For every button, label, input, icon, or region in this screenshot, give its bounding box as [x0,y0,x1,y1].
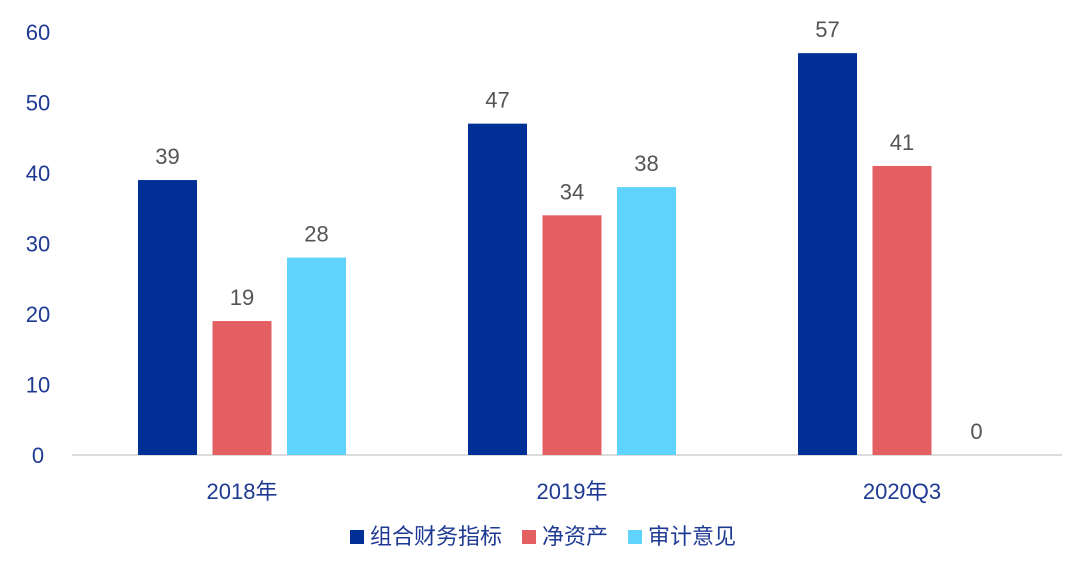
data-label: 19 [230,285,254,310]
data-label: 39 [155,144,179,169]
legend-swatch [522,530,537,544]
legend-label: 审计意见 [648,524,736,549]
x-tick-label: 2020Q3 [863,479,941,504]
y-tick-label: 0 [32,443,44,468]
y-tick-label: 20 [26,302,50,327]
bar [798,53,857,456]
legend-swatch [628,530,643,544]
bar [212,321,272,455]
data-label: 28 [304,222,328,247]
data-label: 34 [560,179,584,204]
legend-label: 净资产 [542,524,608,549]
bar [617,187,676,455]
data-labels: 39 19 28 47 34 38 57 41 0 [155,17,982,444]
y-tick-label: 30 [26,232,50,257]
x-tick-label: 2019年 [537,479,608,504]
legend: 组合财务指标 净资产 审计意见 [350,524,736,549]
data-label: 38 [634,151,658,176]
data-label: 57 [815,17,839,42]
y-tick-label: 40 [26,161,50,186]
bar [542,215,602,455]
legend-label: 组合财务指标 [370,524,502,549]
bar [138,180,197,456]
data-label: 41 [890,130,914,155]
y-axis: 0 10 20 30 40 50 60 [26,20,50,468]
bar [468,123,527,456]
y-tick-label: 10 [26,373,50,398]
bar [287,257,346,455]
legend-swatch [350,530,364,544]
data-label: 0 [970,419,982,444]
bar [872,165,932,455]
x-tick-label: 2018年 [207,479,278,504]
x-axis: 2018年 2019年 2020Q3 [207,479,942,504]
y-tick-label: 50 [26,91,50,116]
y-tick-label: 60 [26,20,50,45]
bars [138,53,932,456]
data-label: 47 [485,88,509,113]
